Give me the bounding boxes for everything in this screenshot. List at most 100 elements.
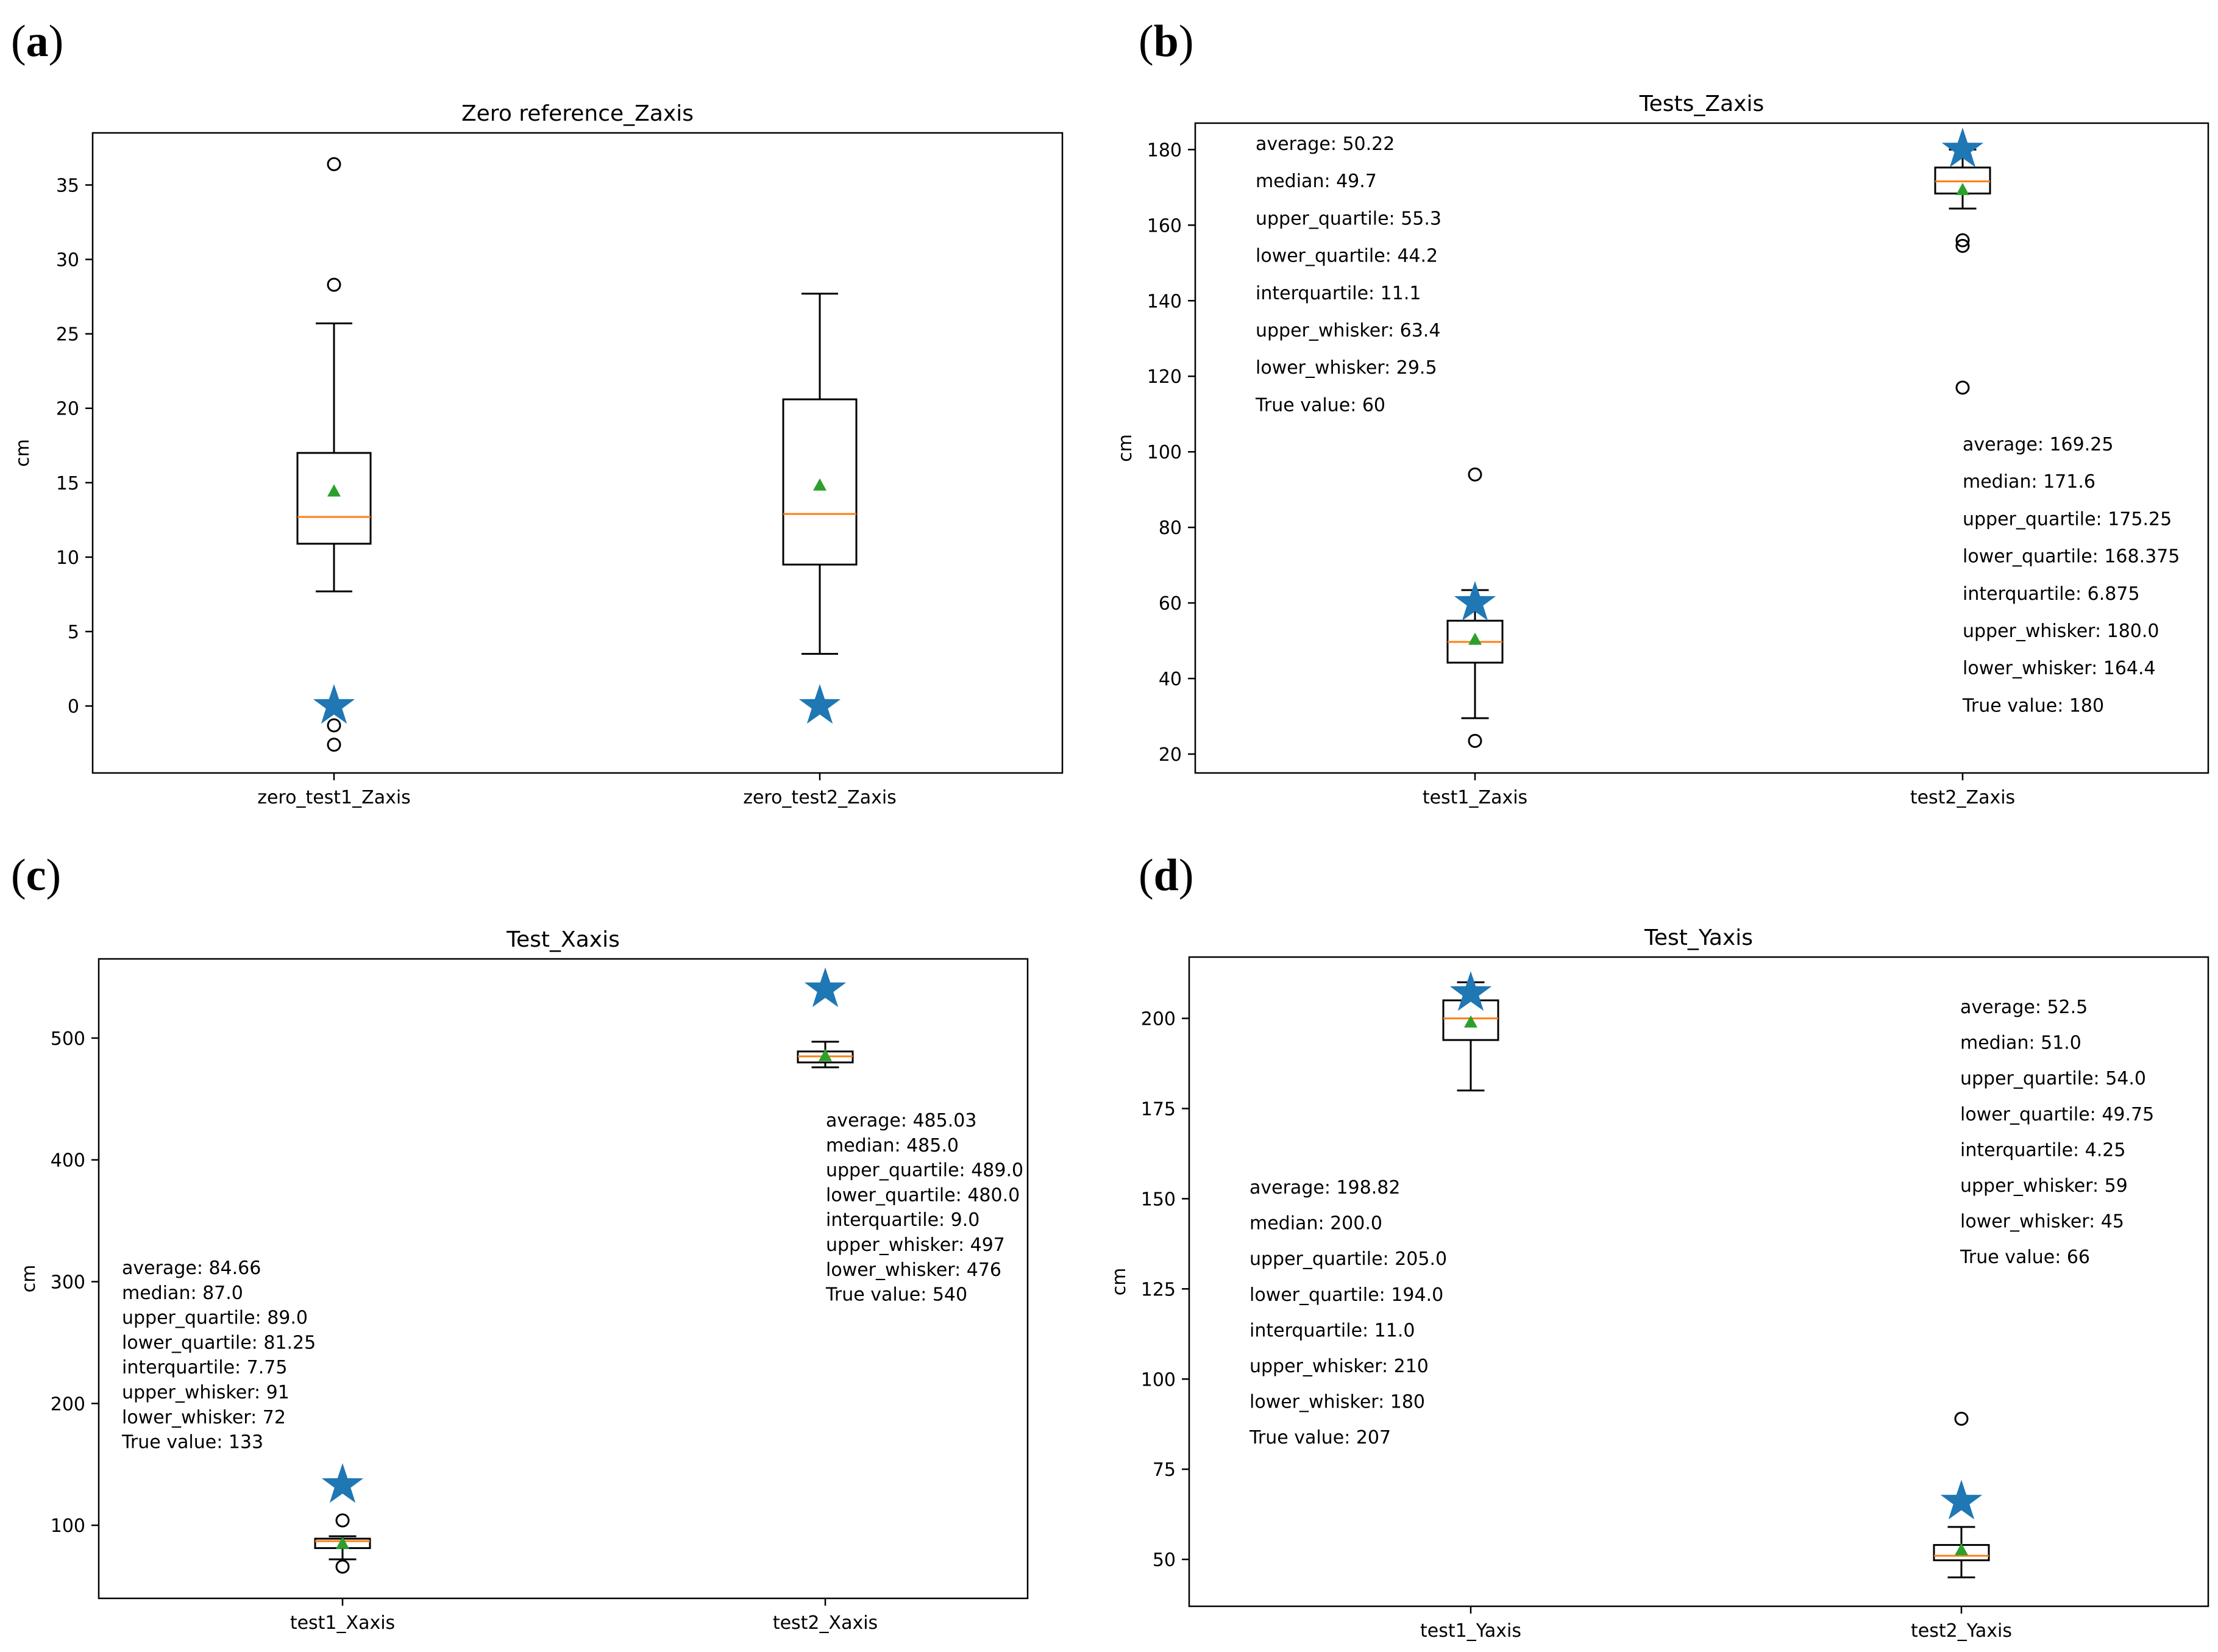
stat-annotation: upper_whisker: 180.0 <box>1963 621 2159 642</box>
y-tick-label: 100 <box>1141 1369 1176 1390</box>
true-value-star <box>1940 1479 1983 1520</box>
box <box>296 452 372 545</box>
y-tick-label: 100 <box>1147 442 1182 463</box>
chart-title: Test_Xaxis <box>506 927 620 952</box>
chart-title: Tests_Zaxis <box>1639 91 1764 116</box>
x-tick-label: test2_Xaxis <box>773 1612 878 1634</box>
stat-annotation: interquartile: 11.0 <box>1249 1320 1415 1341</box>
stat-annotation: upper_quartile: 205.0 <box>1249 1248 1447 1270</box>
axes-frame <box>1194 122 2209 774</box>
box-group <box>1933 1411 1990 1579</box>
box-group <box>314 1463 371 1574</box>
stat-annotation: interquartile: 9.0 <box>826 1209 979 1231</box>
true-value-star <box>313 684 355 724</box>
stat-annotation: upper_whisker: 497 <box>826 1234 1005 1256</box>
y-tick-label: 400 <box>51 1150 85 1172</box>
mean-marker <box>1464 1015 1477 1028</box>
y-tick-label: 150 <box>1141 1189 1176 1210</box>
y-tick-label: 75 <box>1153 1459 1176 1481</box>
stat-annotation: median: 49.7 <box>1256 171 1377 192</box>
true-value-star <box>1454 581 1496 621</box>
y-tick-label: 20 <box>1159 744 1182 766</box>
x-tick-label: test2_Yaxis <box>1911 1620 2012 1642</box>
stat-annotation: upper_whisker: 59 <box>1960 1175 2128 1197</box>
y-tick-label: 10 <box>56 547 79 569</box>
outlier-point <box>1955 380 1970 395</box>
stat-annotation: True value: 540 <box>825 1284 967 1306</box>
panel-c: (c) Test_Xaxis 100 200 300 400 500 cm test1_Xaxi… <box>11 850 1029 1634</box>
y-tick-label: 25 <box>56 324 79 346</box>
mean-marker <box>327 484 341 497</box>
y-tick-label: 60 <box>1159 593 1182 614</box>
panel-label: (d) <box>1139 850 1193 900</box>
panel-letter: a <box>26 16 49 66</box>
y-tick-label: 15 <box>56 473 79 494</box>
mean-marker <box>819 1049 832 1061</box>
chart-title: Zero reference_Zaxis <box>461 101 694 126</box>
stat-annotation: lower_quartile: 480.0 <box>826 1184 1020 1206</box>
stat-annotation: upper_whisker: 210 <box>1249 1356 1429 1377</box>
stat-annotation: upper_whisker: 63.4 <box>1256 320 1440 341</box>
outlier-point <box>327 277 341 292</box>
stat-annotation: average: 169.25 <box>1963 434 2113 455</box>
stat-annotation: lower_whisker: 164.4 <box>1963 658 2156 679</box>
stat-annotation: lower_quartile: 44.2 <box>1256 246 1438 267</box>
panel-label: (c) <box>11 850 61 900</box>
axes-frame <box>1188 956 2209 1607</box>
stat-annotation: upper_quartile: 55.3 <box>1256 208 1441 229</box>
y-tick-label: 175 <box>1141 1099 1176 1120</box>
stat-annotation: average: 198.82 <box>1249 1177 1400 1198</box>
chart-title: Test_Yaxis <box>1644 925 1753 950</box>
stat-annotation: lower_whisker: 180 <box>1249 1392 1425 1413</box>
y-tick-label: 50 <box>1153 1550 1176 1571</box>
stat-annotation: lower_quartile: 194.0 <box>1249 1284 1443 1306</box>
stat-annotation: interquartile: 11.1 <box>1256 283 1421 304</box>
mean-marker <box>1956 183 1969 196</box>
x-tick-label: test1_Xaxis <box>290 1612 395 1634</box>
stat-annotation: lower_whisker: 29.5 <box>1256 357 1437 379</box>
stat-annotation: lower_quartile: 49.75 <box>1960 1104 2154 1125</box>
stat-annotation: lower_quartile: 81.25 <box>122 1332 316 1353</box>
y-tick-label: 100 <box>51 1515 85 1537</box>
y-tick-label: 35 <box>56 175 79 196</box>
mean-marker <box>1468 632 1482 645</box>
stat-annotation: average: 52.5 <box>1960 997 2088 1018</box>
outlier-point <box>335 1559 350 1574</box>
panel-label: (a) <box>11 16 63 66</box>
outlier-point <box>335 1513 350 1528</box>
true-value-star <box>1941 127 1984 168</box>
stat-annotation: average: 50.22 <box>1256 134 1395 155</box>
outlier-point <box>1955 233 1970 247</box>
stat-annotation: median: 200.0 <box>1249 1213 1382 1234</box>
true-value-star <box>798 684 841 724</box>
stat-annotation: True value: 180 <box>1962 695 2104 716</box>
stat-annotation: lower_whisker: 72 <box>122 1407 286 1428</box>
stat-annotation: median: 485.0 <box>826 1135 959 1156</box>
stat-annotation: interquartile: 4.25 <box>1960 1139 2125 1161</box>
stat-annotation: median: 51.0 <box>1960 1033 2081 1054</box>
mean-marker <box>336 1536 349 1549</box>
stat-annotation: upper_quartile: 54.0 <box>1960 1068 2146 1089</box>
stat-annotation: True value: 66 <box>1960 1247 2090 1268</box>
x-tick-label: zero_test2_Zaxis <box>743 787 897 808</box>
stat-annotation: upper_whisker: 91 <box>122 1382 290 1403</box>
stat-annotation: interquartile: 6.875 <box>1963 583 2140 605</box>
y-axis-label: cm <box>1115 434 1136 462</box>
panel-label: (b) <box>1139 16 1193 66</box>
box <box>782 398 858 566</box>
panel-letter: b <box>1154 16 1179 66</box>
outlier-point <box>327 738 341 752</box>
stat-annotation: True value: 60 <box>1255 394 1385 416</box>
mean-marker <box>813 478 826 491</box>
y-tick-label: 200 <box>51 1394 85 1415</box>
y-axis-label: cm <box>18 1265 40 1293</box>
stat-annotation: lower_whisker: 476 <box>826 1259 1001 1281</box>
y-axis-label: cm <box>1109 1268 1130 1296</box>
outlier-point <box>1954 1411 1969 1426</box>
stat-annotation: True value: 133 <box>121 1432 263 1453</box>
outlier-point <box>1468 733 1482 748</box>
panel-b: (b) Tests_Zaxis 20 40 60 80 100 120 140 160 180 cm t… <box>1115 16 2209 808</box>
stat-annotation: median: 171.6 <box>1963 471 2095 493</box>
box-group <box>1442 971 1499 1092</box>
mean-marker <box>1955 1543 1968 1556</box>
